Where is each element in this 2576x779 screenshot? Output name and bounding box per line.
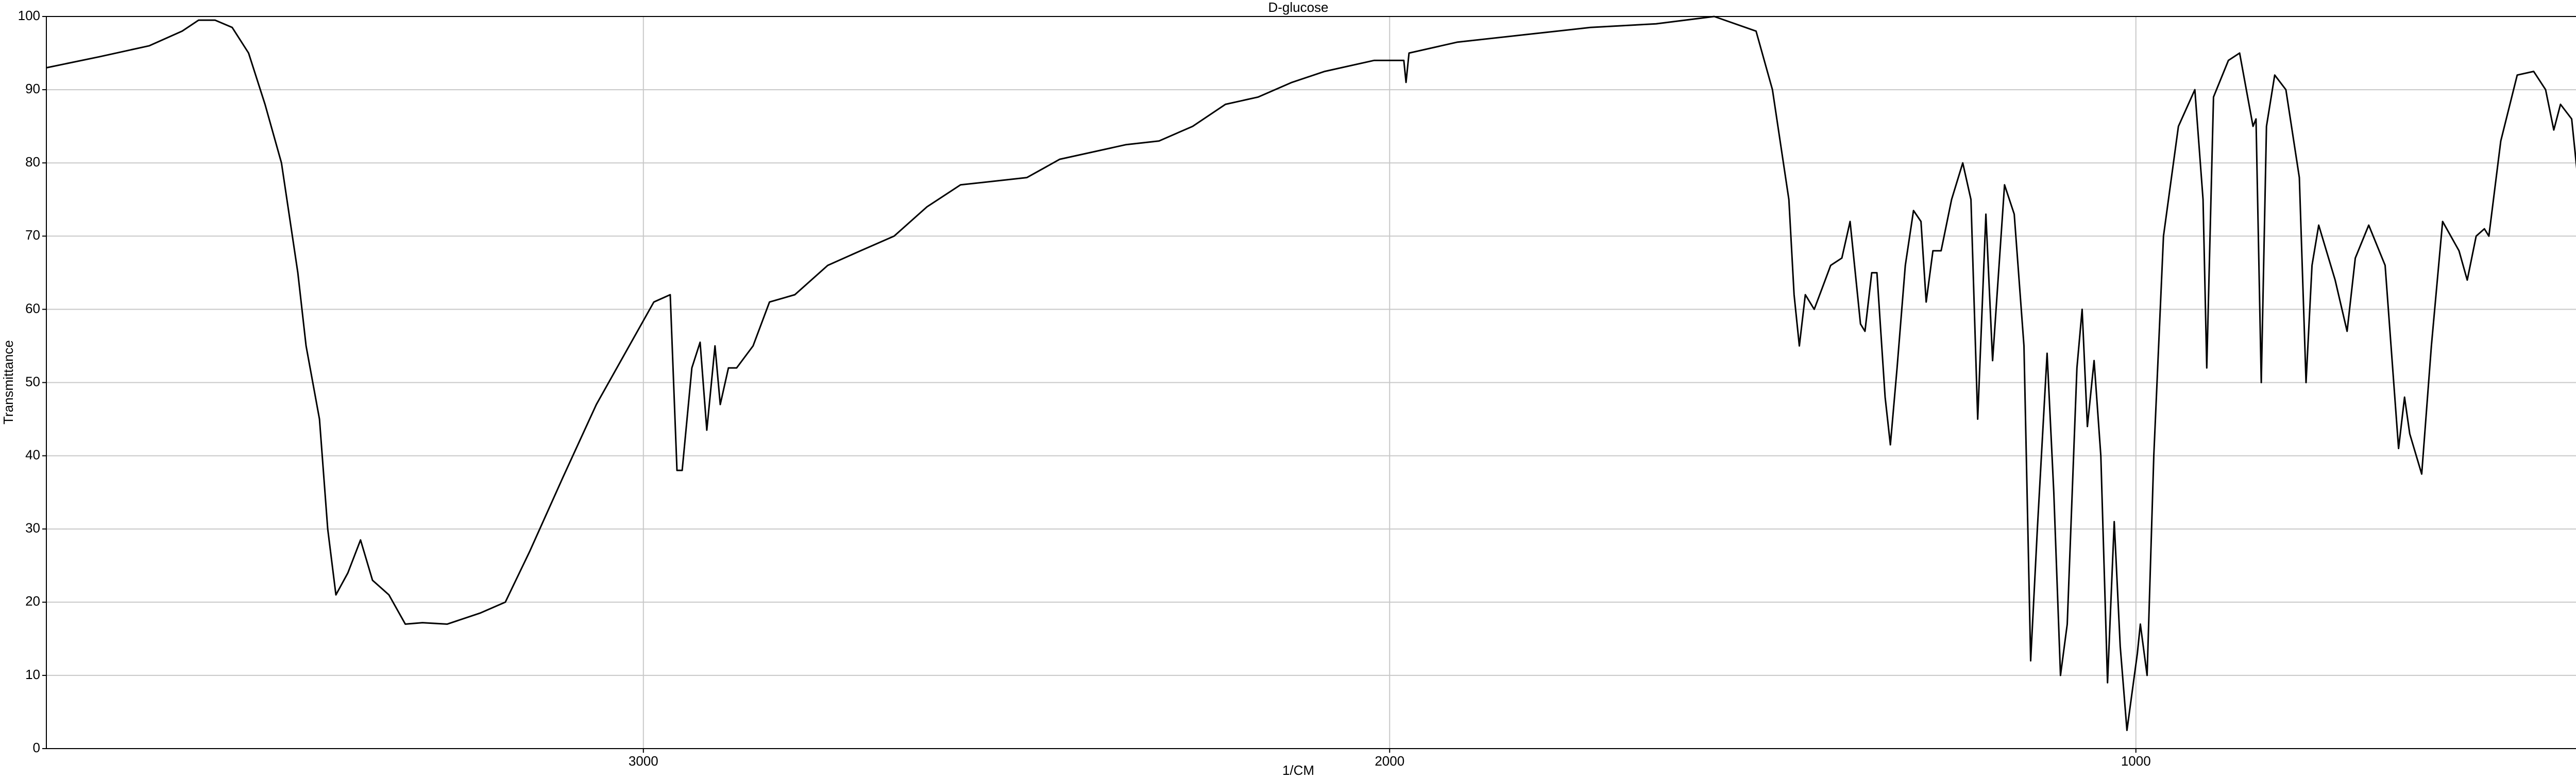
y-tick-label: 70: [25, 227, 40, 243]
y-tick-label: 100: [18, 8, 40, 23]
y-tick-label: 0: [33, 740, 40, 755]
y-tick-label: 50: [25, 374, 40, 389]
x-tick-label: 2000: [1375, 753, 1404, 769]
y-tick-label: 30: [25, 520, 40, 536]
y-tick-label: 20: [25, 594, 40, 609]
y-tick-label: 80: [25, 154, 40, 170]
x-tick-label: 3000: [629, 753, 658, 769]
y-tick-label: 90: [25, 81, 40, 96]
spectrum-line: [46, 15, 2576, 731]
y-tick-label: 40: [25, 447, 40, 462]
chart-title: D-glucose: [1268, 0, 1328, 15]
x-axis-label: 1/CM: [1282, 763, 1314, 778]
x-tick-label: 1000: [2121, 753, 2151, 769]
y-axis-label: Transmittance: [1, 340, 16, 425]
plot-frame: [46, 16, 2576, 749]
y-tick-label: 10: [25, 667, 40, 682]
y-tick-label: 60: [25, 300, 40, 316]
